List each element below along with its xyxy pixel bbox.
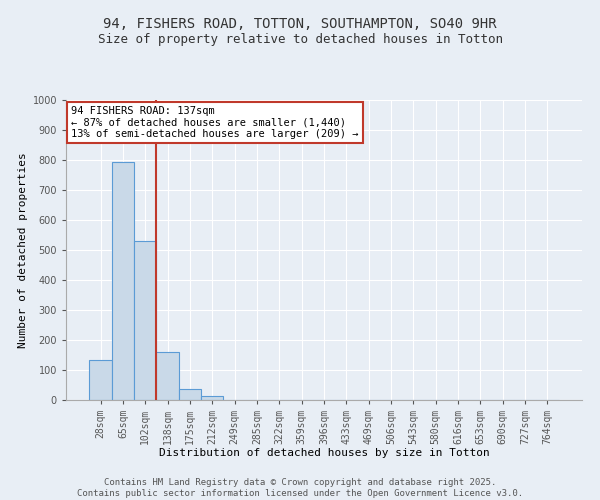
Y-axis label: Number of detached properties: Number of detached properties bbox=[19, 152, 28, 348]
Bar bbox=[201, 396, 223, 400]
Bar bbox=[89, 360, 112, 400]
Bar bbox=[157, 352, 179, 400]
X-axis label: Distribution of detached houses by size in Totton: Distribution of detached houses by size … bbox=[158, 448, 490, 458]
Text: 94 FISHERS ROAD: 137sqm
← 87% of detached houses are smaller (1,440)
13% of semi: 94 FISHERS ROAD: 137sqm ← 87% of detache… bbox=[71, 106, 359, 139]
Bar bbox=[134, 241, 157, 400]
Bar bbox=[179, 389, 201, 400]
Text: 94, FISHERS ROAD, TOTTON, SOUTHAMPTON, SO40 9HR: 94, FISHERS ROAD, TOTTON, SOUTHAMPTON, S… bbox=[103, 18, 497, 32]
Text: Size of property relative to detached houses in Totton: Size of property relative to detached ho… bbox=[97, 32, 503, 46]
Bar bbox=[112, 162, 134, 400]
Text: Contains HM Land Registry data © Crown copyright and database right 2025.
Contai: Contains HM Land Registry data © Crown c… bbox=[77, 478, 523, 498]
